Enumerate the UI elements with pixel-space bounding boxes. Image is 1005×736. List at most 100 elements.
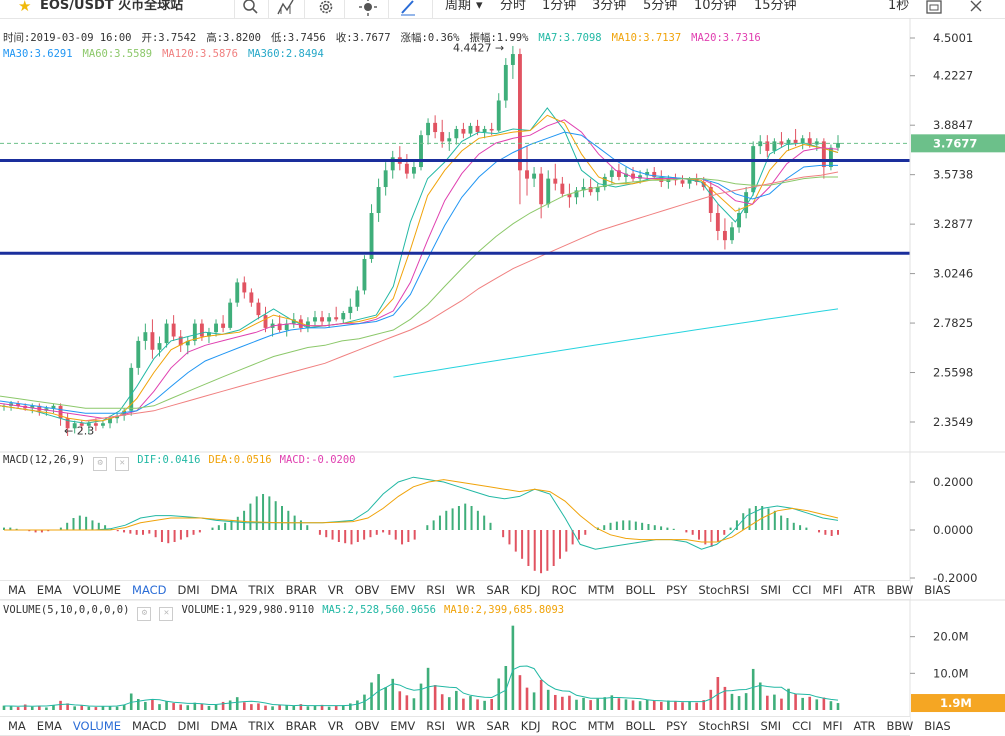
indicator-tab-cci[interactable]: CCI [792,583,812,597]
indicator-tab-macd[interactable]: MACD [132,719,167,733]
indicator-tab-psy[interactable]: PSY [666,719,688,733]
volume-bar [709,689,713,710]
volume-bar [38,705,41,710]
volume-bar [426,667,430,710]
indicator-tab-brar[interactable]: BRAR [285,583,317,597]
candle-body [404,163,409,174]
close-panel-icon[interactable]: ✕ [115,457,130,471]
period-button[interactable]: 分时 [500,0,527,13]
indicator-tab-bias[interactable]: BIAS [924,583,951,597]
indicator-tab-smi[interactable]: SMI [760,719,782,733]
settings-checkbox-icon[interactable]: ⚙ [137,607,152,621]
volume-bar [136,699,140,710]
indicator-tab-vr[interactable]: VR [327,719,344,733]
indicator-tab-trix[interactable]: TRIX [248,583,275,597]
indicator-tab-dma[interactable]: DMA [210,583,238,597]
volume-bar [73,706,76,710]
settings-checkbox-icon[interactable]: ⚙ [93,457,108,471]
indicator-tab-mtm[interactable]: MTM [587,719,615,733]
period-button[interactable]: 10分钟 [694,0,737,13]
indicator-tab-mfi[interactable]: MFI [822,583,843,597]
indicator-tab-volume[interactable]: VOLUME [72,583,122,597]
volume-bar [660,701,663,710]
indicator-tab-roc[interactable]: ROC [551,583,577,597]
indicator-tab-smi[interactable]: SMI [760,583,782,597]
candle-body [426,122,431,136]
period-label[interactable]: 周期 [445,0,472,13]
indicator-tab-obv[interactable]: OBV [354,583,380,597]
indicator-tab-vr[interactable]: VR [327,583,344,597]
period-button-active[interactable]: 1秒 [888,0,910,13]
close-icon[interactable] [966,0,990,16]
period-button[interactable]: 3分钟 [592,0,627,13]
indicator-tab-kdj[interactable]: KDJ [520,583,541,597]
indicator-tab-sar[interactable]: SAR [486,583,510,597]
fullscreen-icon[interactable] [924,0,948,16]
indicator-tab-ema[interactable]: EMA [36,719,62,733]
volume-bar [108,706,112,710]
indicator-tab-kdj[interactable]: KDJ [520,719,541,733]
indicator-tab-macd[interactable]: MACD [132,583,167,597]
indicator-tab-dmi[interactable]: DMI [177,583,200,597]
indicator-tab-psy[interactable]: PSY [666,583,688,597]
volume-bar [667,700,670,710]
candle-body [327,317,332,322]
volume-bar [87,706,91,710]
volume-bar [16,707,20,710]
indicator-tab-wr[interactable]: WR [455,719,476,733]
period-dropdown-icon[interactable]: ▾ [476,0,483,13]
volume-bar [504,666,508,710]
volume-bar [801,697,804,710]
indicator-tab-brar[interactable]: BRAR [285,719,317,733]
volume-bar [652,700,656,710]
volume-bar [165,701,168,710]
indicator-tab-stochrsi[interactable]: StochRSI [698,583,750,597]
indicator-tab-wr[interactable]: WR [455,583,476,597]
indicator-tab-boll[interactable]: BOLL [625,719,656,733]
indicator-tab-ma[interactable]: MA [8,719,26,733]
indicator-tab-bbw[interactable]: BBW [886,583,914,597]
indicator-tab-ma[interactable]: MA [8,583,26,597]
indicator-tab-dmi[interactable]: DMI [177,719,200,733]
draw-pencil-icon[interactable] [398,0,422,16]
symbol-title[interactable]: EOS/USDT 火币全球站 [40,0,184,13]
indicator-tab-boll[interactable]: BOLL [625,583,656,597]
favorite-star-icon[interactable]: ★ [18,0,32,15]
indicator-tab-ema[interactable]: EMA [36,583,62,597]
candle-body [228,302,233,328]
indicator-tab-emv[interactable]: EMV [390,719,416,733]
search-icon[interactable] [241,0,265,16]
candle-body [249,292,254,303]
theme-sun-icon[interactable] [358,0,382,16]
indicator-icon[interactable] [276,0,300,16]
close-panel-icon[interactable]: ✕ [159,607,174,621]
gear-icon[interactable] [316,0,340,16]
indicator-tab-roc[interactable]: ROC [551,719,577,733]
period-button[interactable]: 15分钟 [754,0,797,13]
indicator-tab-atr[interactable]: ATR [853,583,876,597]
indicator-tab-mtm[interactable]: MTM [587,583,615,597]
volume-bar [751,668,755,710]
indicator-tab-atr[interactable]: ATR [853,719,876,733]
indicator-tab-bbw[interactable]: BBW [886,719,914,733]
volume-bar [822,697,826,710]
indicator-tab-volume[interactable]: VOLUME [72,719,122,733]
indicator-tab-rsi[interactable]: RSI [426,583,445,597]
indicator-tab-obv[interactable]: OBV [354,719,380,733]
indicator-tab-trix[interactable]: TRIX [248,719,275,733]
indicator-tab-mfi[interactable]: MFI [822,719,843,733]
period-button[interactable]: 5分钟 [643,0,678,13]
candle-body [419,135,423,168]
indicator-tab-stochrsi[interactable]: StochRSI [698,719,750,733]
indicator-tab-rsi[interactable]: RSI [426,719,445,733]
macd-dea-line [4,479,839,543]
price-tick-label: 2.5598 [933,366,973,380]
ohlc-info: 时间:2019-03-09 16:00 开:3.7542 高:3.8200 低:3.7… [3,30,771,45]
indicator-tab-sar[interactable]: SAR [486,719,510,733]
indicator-tab-emv[interactable]: EMV [390,583,416,597]
period-button[interactable]: 1分钟 [542,0,577,13]
indicator-tab-cci[interactable]: CCI [792,719,812,733]
indicator-tab-dma[interactable]: DMA [210,719,238,733]
indicator-tab-bias[interactable]: BIAS [924,719,951,733]
